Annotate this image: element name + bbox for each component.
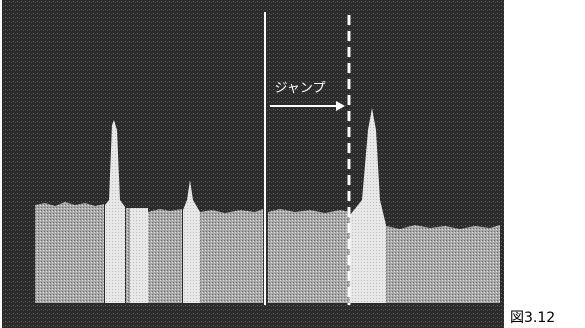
page: ジャンプ 図3.12 (() => { const data = JSON.pa… xyxy=(0,0,585,328)
figure: ジャンプ 図3.12 xyxy=(0,0,585,328)
peak-band xyxy=(130,208,148,303)
noise-floor xyxy=(35,202,263,303)
annotation: ジャンプ xyxy=(275,81,326,96)
caption: 図3.12 xyxy=(510,310,555,326)
